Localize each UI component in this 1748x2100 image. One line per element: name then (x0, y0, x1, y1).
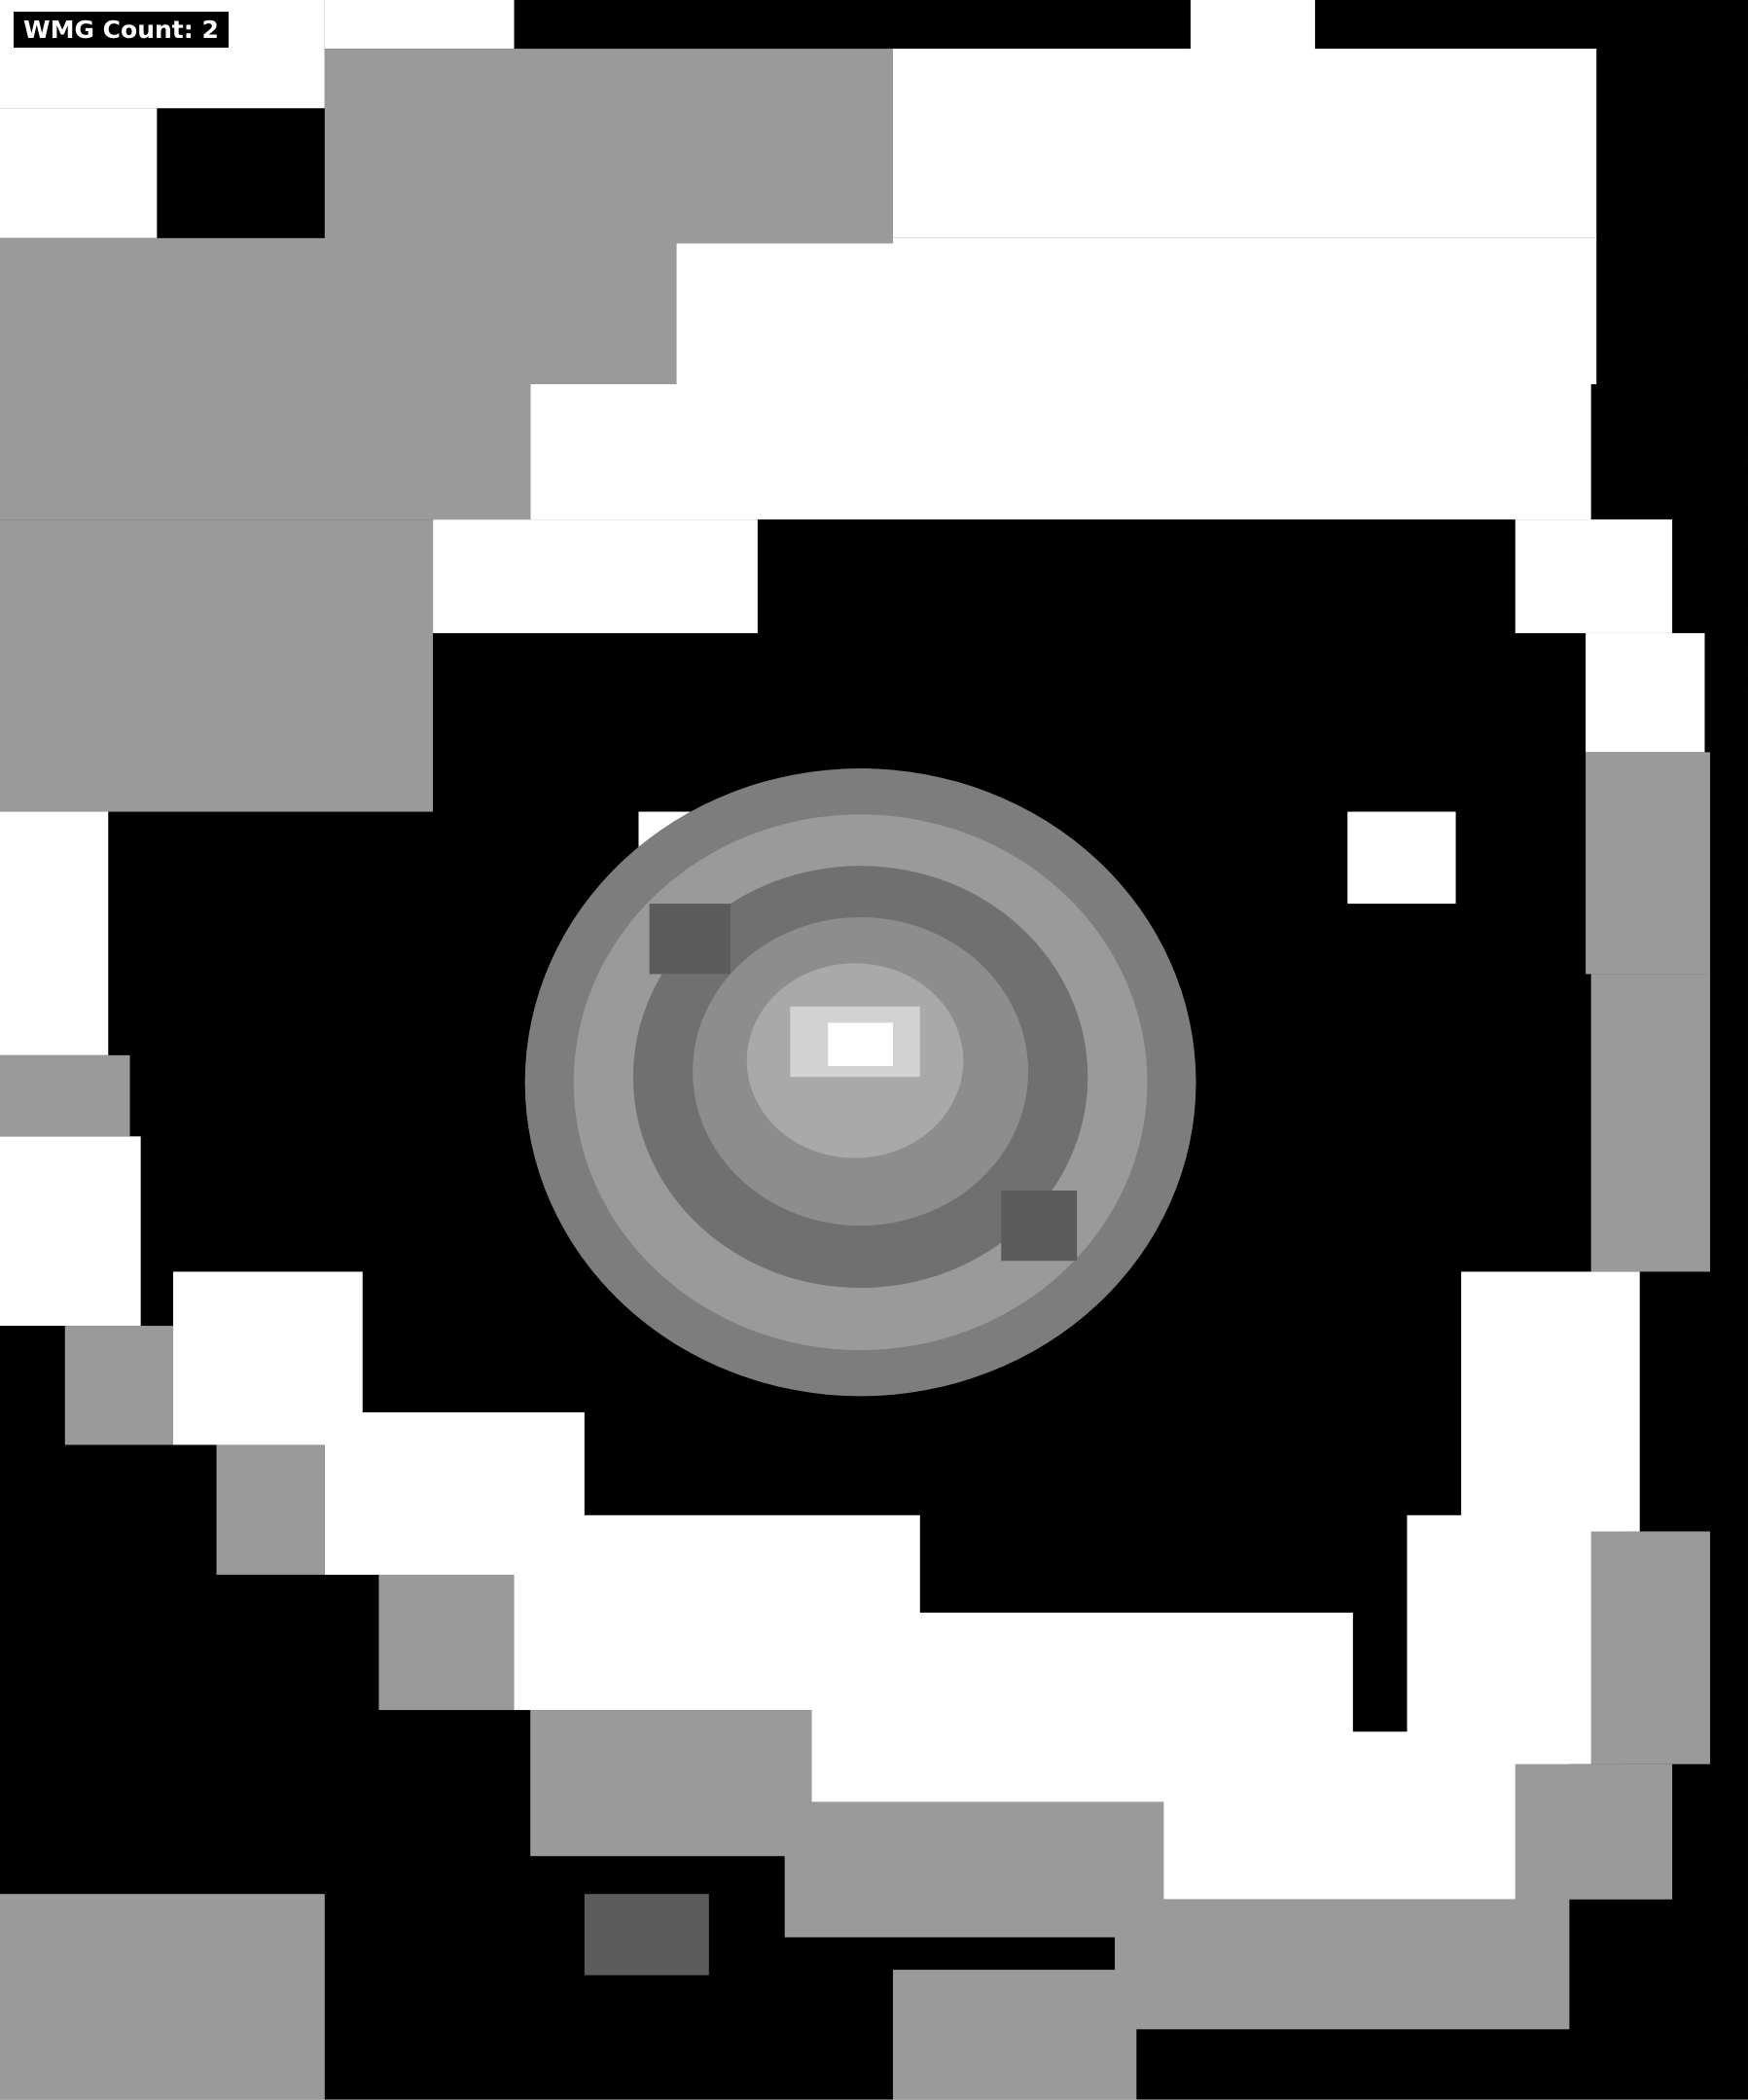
wmg-count-badge: WMG Count: 2 (14, 12, 229, 48)
